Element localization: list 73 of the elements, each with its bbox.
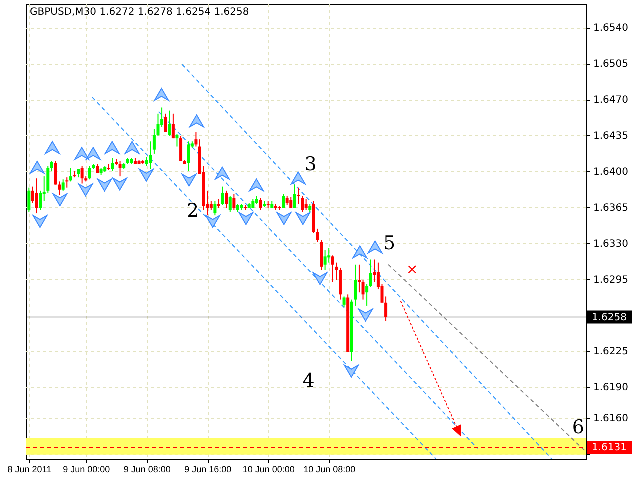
candlestick	[232, 194, 236, 211]
y-tick-label: 1.6540	[594, 23, 628, 34]
x-tick-label: 10 Jun 00:00	[242, 464, 295, 474]
candlestick	[252, 198, 255, 209]
candlestick	[66, 177, 69, 188]
y-tick-label: 1.6505	[594, 59, 628, 70]
candlestick	[358, 264, 361, 294]
candlestick	[324, 250, 327, 271]
x-tick-label: 9 Jun 00:00	[63, 464, 110, 474]
x-tick-label: 9 Jun 08:00	[124, 464, 171, 474]
candlestick	[164, 113, 168, 133]
candlestick	[384, 296, 388, 322]
candlestick	[304, 198, 308, 211]
candlestick	[290, 196, 293, 209]
candlestick	[180, 136, 183, 162]
y-tick-label: 1.6160	[594, 413, 628, 424]
candlestick	[214, 200, 217, 216]
candlestick	[28, 187, 31, 213]
candlestick	[168, 110, 172, 137]
candlestick	[221, 186, 224, 206]
x-tick-label: 10 Jun 08:00	[304, 464, 356, 474]
y-tick-label: 1.6470	[594, 95, 628, 106]
candlestick	[225, 190, 228, 209]
candlestick	[228, 196, 232, 213]
candlestick	[217, 198, 220, 209]
candlestick	[259, 198, 262, 211]
chart-title: GBPUSD,M30 1.6272 1.6278 1.6254 1.6258	[30, 7, 250, 18]
candlestick	[301, 196, 304, 213]
y-tick-label: 1.6190	[594, 382, 628, 394]
y-tick-label: 1.6225	[594, 346, 628, 358]
candlestick	[369, 259, 372, 288]
annotation: 5	[383, 232, 396, 254]
candlestick	[149, 141, 152, 170]
candlestick	[96, 164, 100, 174]
candlestick	[210, 200, 213, 211]
y-tick-label: 1.6295	[594, 274, 628, 286]
candlestick	[80, 166, 84, 184]
candlestick	[176, 134, 179, 148]
y-tick-label: 1.6400	[594, 166, 628, 178]
candlestick	[286, 196, 289, 206]
candlestick	[266, 200, 270, 209]
candlestick	[187, 141, 190, 172]
annotation: 3	[304, 154, 317, 176]
candlestick	[366, 284, 369, 306]
candlestick	[342, 296, 346, 308]
y-tick-label: 1.6435	[594, 130, 628, 142]
candlestick	[50, 160, 54, 172]
annotation: 2	[187, 200, 200, 222]
candlestick	[331, 255, 334, 283]
candlestick	[58, 181, 62, 196]
candlestick	[62, 179, 65, 192]
candlestick	[194, 132, 198, 148]
candlestick	[282, 194, 286, 209]
x-tick-label: 9 Jun 16:00	[184, 464, 232, 474]
y-tick-label: 1.6330	[594, 238, 628, 250]
candlestick	[297, 187, 300, 205]
ref-line-label: 1.6258	[592, 312, 627, 324]
y-tick-label: 1.6365	[594, 202, 628, 214]
ref-line-label: 1.6131	[592, 442, 627, 454]
candlestick	[69, 168, 72, 182]
candlestick	[118, 160, 122, 178]
candlestick	[88, 166, 92, 180]
candlestick	[111, 158, 114, 172]
candlestick	[39, 190, 42, 211]
candlestick	[172, 113, 175, 140]
annotation: 6	[572, 416, 584, 438]
candlestick	[54, 160, 58, 186]
candlestick	[362, 280, 365, 300]
annotation: ×	[406, 262, 418, 278]
x-tick-label: 8 Jun 2011	[8, 464, 52, 474]
annotation: 4	[302, 370, 315, 392]
candlestick	[293, 184, 296, 209]
candlestick	[35, 178, 38, 214]
